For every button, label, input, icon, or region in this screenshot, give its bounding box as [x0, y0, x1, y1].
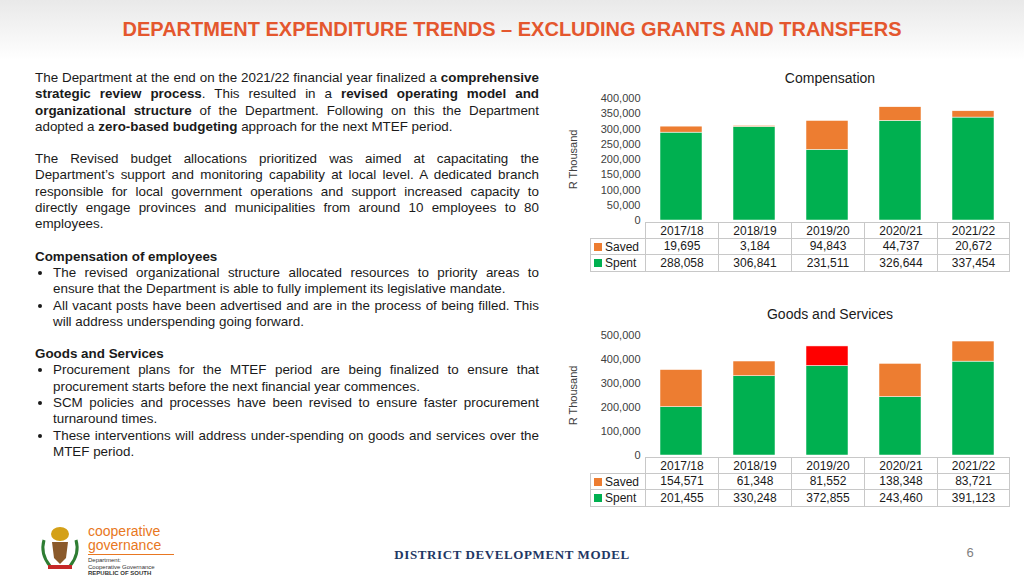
html-text:2018/19: 2018/19 — [733, 459, 777, 473]
svg-text:200,000: 200,000 — [601, 401, 641, 413]
html-text:2021/22: 2021/22 — [951, 459, 996, 473]
html-text:231,511: 231,511 — [806, 256, 850, 270]
svg-text:300,000: 300,000 — [601, 123, 641, 135]
html-text:2017/18: 2017/18 — [660, 459, 704, 473]
svg-text:R Thousand: R Thousand — [567, 130, 579, 190]
html-text:The Revised budget allocations: The Revised budget allocations prioritiz… — [35, 151, 539, 232]
html-text:Department:: Department: — [88, 557, 121, 563]
html-text:These interventions will addre: These interventions will address under-s… — [53, 427, 539, 459]
svg-text:500,000: 500,000 — [601, 329, 641, 341]
html-text:288,058: 288,058 — [660, 256, 704, 270]
html-text:cooperative: cooperative — [88, 523, 161, 539]
html-text:154,571: 154,571 — [660, 474, 704, 488]
html-text:2020/21: 2020/21 — [879, 459, 923, 473]
svg-text:100,000: 100,000 — [601, 184, 641, 196]
html-text:2020/21: 2020/21 — [879, 224, 923, 238]
html-text:306,841: 306,841 — [733, 256, 777, 270]
html-text:Cooperative Governance: Cooperative Governance — [88, 563, 155, 570]
html-text:2019/20: 2019/20 — [806, 224, 850, 238]
svg-text:200,000: 200,000 — [601, 153, 641, 165]
html-text:391,123: 391,123 — [951, 491, 996, 505]
html-text:Spent: Spent — [605, 491, 637, 505]
svg-text:400,000: 400,000 — [601, 92, 641, 104]
svg-text:350,000: 350,000 — [601, 107, 641, 119]
html-text:Compensation of employees: Compensation of employees — [35, 248, 218, 264]
svg-text:R Thousand: R Thousand — [567, 366, 579, 426]
html-text:DEPARTMENT EXPENDITURE TRENDS: DEPARTMENT EXPENDITURE TRENDS – EXCLUDIN… — [122, 18, 902, 40]
html-text:DISTRICT DEVELOPMENT MODEL: DISTRICT DEVELOPMENT MODEL — [394, 547, 630, 562]
html-text:6: 6 — [966, 545, 974, 560]
html-text:81,552: 81,552 — [809, 474, 847, 488]
html-text:44,737: 44,737 — [882, 239, 920, 253]
html-text:326,644: 326,644 — [879, 256, 923, 270]
html-text:61,348: 61,348 — [736, 474, 774, 488]
html-text:138,348: 138,348 — [879, 474, 923, 488]
html-text:Saved: Saved — [605, 240, 639, 254]
svg-text:150,000: 150,000 — [601, 168, 641, 180]
svg-text:400,000: 400,000 — [601, 353, 641, 365]
html-text:201,455: 201,455 — [660, 491, 704, 505]
html-text:94,843: 94,843 — [809, 239, 847, 253]
html-text:19,695: 19,695 — [663, 239, 701, 253]
html-text:Procurement plans for the MTEF: Procurement plans for the MTEF period ar… — [53, 362, 539, 394]
html-text:All vacant posts have been adv: All vacant posts have been advertised an… — [53, 297, 539, 329]
html-text:SCM policies and processes hav: SCM policies and processes have been rev… — [53, 395, 539, 427]
html-text:330,248: 330,248 — [733, 491, 777, 505]
html-text:governance: governance — [88, 537, 162, 553]
html-text:83,721: 83,721 — [955, 474, 992, 488]
svg-text:300,000: 300,000 — [601, 377, 641, 389]
html-text:Saved: Saved — [605, 475, 639, 489]
svg-text:100,000: 100,000 — [601, 425, 641, 437]
html-text:The revised organizational str: The revised organizational structure all… — [53, 265, 539, 297]
html-text:The Department at the end on t: The Department at the end on the 2021/22… — [35, 70, 539, 134]
html-text:2018/19: 2018/19 — [733, 224, 777, 238]
svg-text:50,000: 50,000 — [607, 199, 641, 211]
html-text:Goods and Services: Goods and Services — [767, 306, 893, 322]
html-text:Spent: Spent — [605, 256, 637, 270]
html-text:3,184: 3,184 — [740, 239, 770, 253]
html-text:Compensation: Compensation — [784, 70, 876, 86]
svg-text:0: 0 — [634, 214, 640, 224]
html-text:2017/18: 2017/18 — [660, 224, 704, 238]
html-text:243,460: 243,460 — [879, 491, 923, 505]
html-text:337,454: 337,454 — [951, 256, 996, 270]
html-text:Goods and Services: Goods and Services — [35, 346, 164, 362]
svg-text:0: 0 — [634, 449, 640, 459]
html-text:20,672: 20,672 — [955, 239, 992, 253]
svg-text:250,000: 250,000 — [601, 138, 641, 150]
html-text:372,855: 372,855 — [806, 491, 850, 505]
html-text:2021/22: 2021/22 — [951, 224, 996, 238]
html-text:2019/20: 2019/20 — [806, 459, 850, 473]
